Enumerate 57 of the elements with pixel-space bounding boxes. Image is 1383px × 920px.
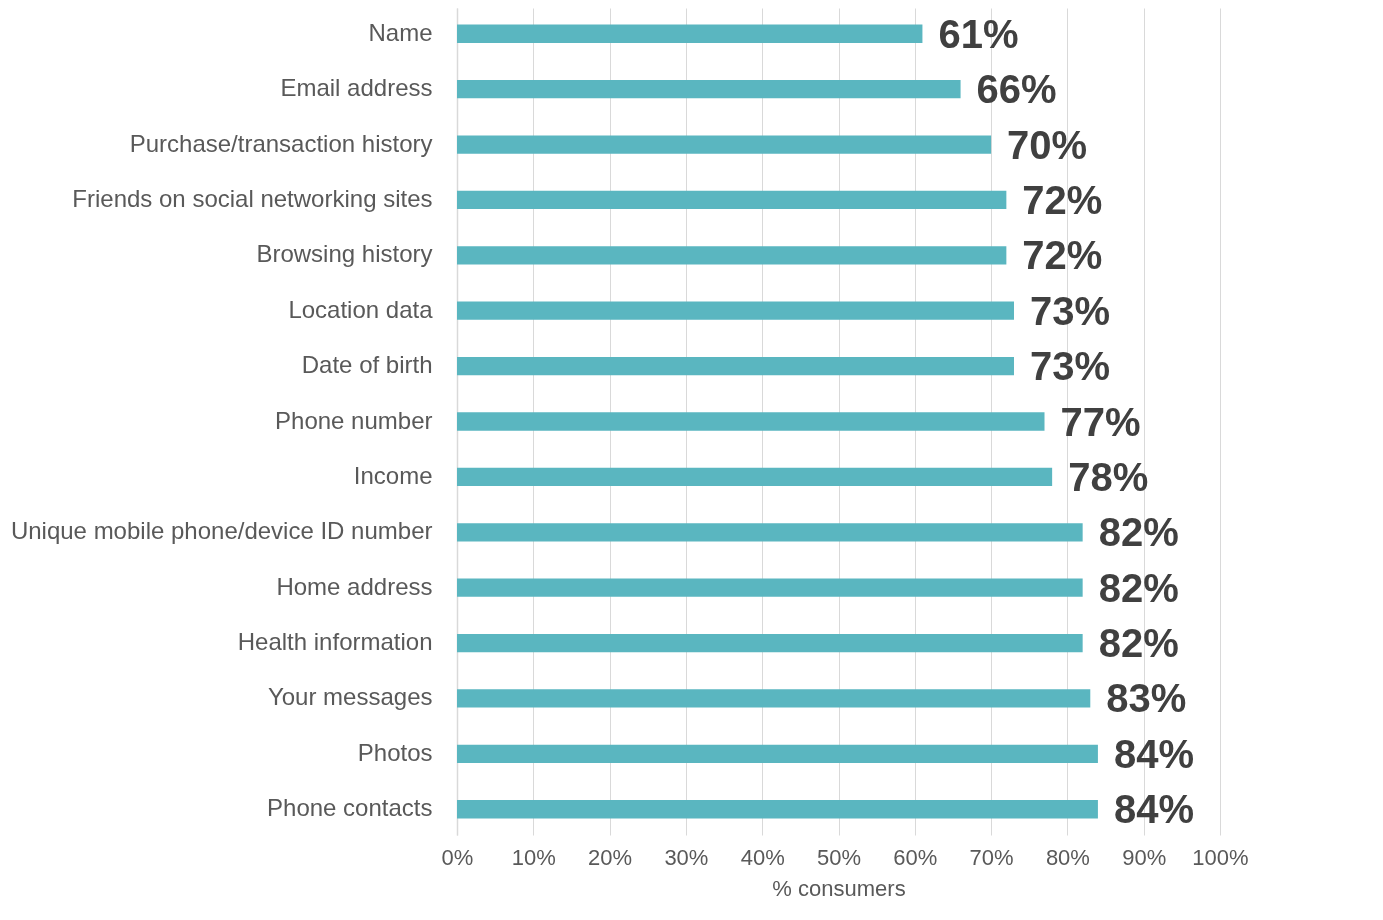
bar xyxy=(457,412,1045,431)
data-label: 83% xyxy=(1106,676,1187,721)
x-tick-label: 60% xyxy=(893,844,938,870)
data-label: 61% xyxy=(938,11,1019,56)
y-tick-label: Date of birth xyxy=(301,351,433,379)
y-tick-label: Name xyxy=(368,18,433,46)
bar xyxy=(457,190,1007,210)
bar xyxy=(457,800,1098,819)
data-label: 84% xyxy=(1113,731,1194,776)
data-label: 72% xyxy=(1022,233,1103,278)
bar xyxy=(457,467,1053,487)
y-tick-label: Health information xyxy=(237,628,433,656)
bar xyxy=(457,578,1083,597)
y-tick-label: Location data xyxy=(288,295,434,323)
bar xyxy=(457,689,1091,708)
bar xyxy=(457,633,1083,653)
bar xyxy=(457,24,923,43)
y-tick-label: Email address xyxy=(280,74,433,102)
y-tick-label: Photos xyxy=(357,738,433,766)
x-tick-label: 100% xyxy=(1192,844,1249,870)
y-tick-label: Your messages xyxy=(267,683,433,711)
x-tick-label: 70% xyxy=(969,844,1014,870)
data-label: 77% xyxy=(1060,399,1141,444)
x-tick-label: 0% xyxy=(441,844,474,870)
data-label: 70% xyxy=(1007,122,1088,167)
bar xyxy=(457,80,961,99)
bar xyxy=(457,246,1007,265)
data-label: 82% xyxy=(1098,510,1179,555)
x-axis-title: % consumers xyxy=(772,875,906,901)
x-tick-label: 40% xyxy=(740,844,785,870)
bar xyxy=(457,135,992,154)
x-tick-label: 80% xyxy=(1045,844,1090,870)
x-tick-label: 90% xyxy=(1122,844,1167,870)
bar xyxy=(457,301,1014,320)
y-tick-label: Friends on social networking sites xyxy=(72,184,433,212)
data-label: 72% xyxy=(1022,177,1103,222)
y-tick-label: Phone number xyxy=(275,406,433,434)
y-tick-label: Unique mobile phone/device ID number xyxy=(10,517,433,545)
data-label: 84% xyxy=(1113,787,1194,832)
bar xyxy=(457,356,1014,376)
data-label: 82% xyxy=(1098,565,1179,610)
data-label: 78% xyxy=(1068,454,1149,499)
bar xyxy=(457,744,1098,763)
x-tick-label: 50% xyxy=(816,844,862,870)
data-label: 73% xyxy=(1029,344,1111,389)
data-label: 73% xyxy=(1029,288,1111,333)
x-tick-label: 30% xyxy=(664,844,709,870)
bar xyxy=(457,523,1083,542)
data-label: 82% xyxy=(1098,621,1179,666)
y-tick-label: Browsing history xyxy=(256,240,433,268)
data-label: 66% xyxy=(976,67,1057,112)
x-tick-label: 10% xyxy=(511,844,556,870)
y-tick-label: Income xyxy=(353,461,433,489)
y-tick-label: Home address xyxy=(276,572,433,600)
y-tick-label: Phone contacts xyxy=(267,794,433,822)
y-tick-label: Purchase/transaction history xyxy=(129,129,433,157)
x-tick-label: 20% xyxy=(588,844,633,870)
